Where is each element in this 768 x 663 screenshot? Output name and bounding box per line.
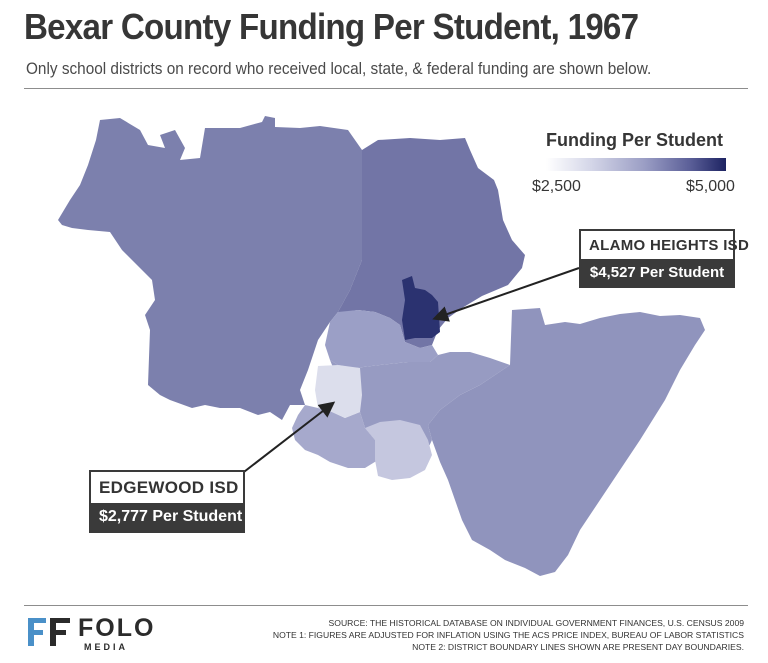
alamo-heights-name: ALAMO HEIGHTS ISD — [589, 237, 750, 254]
edgewood-name: EDGEWOOD ISD — [99, 478, 239, 497]
footer-divider — [24, 605, 748, 606]
legend-min-label: $2,500 — [532, 178, 581, 195]
legend-max-label: $5,000 — [686, 178, 735, 195]
source-note: SOURCE: THE HISTORICAL DATABASE ON INDIV… — [328, 618, 744, 628]
district-south-light — [365, 420, 432, 480]
district-northwest — [58, 116, 362, 420]
district-north-central — [338, 138, 525, 348]
district-alamo-heights — [402, 276, 440, 340]
district-southeast — [428, 308, 705, 576]
note-2: NOTE 2: DISTRICT BOUNDARY LINES SHOWN AR… — [412, 642, 744, 652]
district-central-upper — [325, 310, 438, 368]
legend-title: Funding Per Student — [546, 130, 723, 150]
page-subtitle: Only school districts on record who rece… — [26, 60, 652, 78]
alamo-heights-value: $4,527 Per Student — [581, 259, 733, 286]
legend-gradient-bar — [546, 158, 726, 171]
logo-text-sub: MEDIA — [84, 642, 128, 652]
logo-text-main: FOLO — [78, 614, 156, 642]
district-map — [58, 116, 705, 576]
page-title: Bexar County Funding Per Student, 1967 — [24, 6, 639, 47]
note-1: NOTE 1: FIGURES ARE ADJUSTED FOR INFLATI… — [272, 630, 744, 640]
edgewood-arrow — [239, 401, 336, 476]
edgewood-value: $2,777 Per Student — [91, 503, 243, 531]
folo-logo-icon — [28, 618, 70, 646]
alamo-heights-callout: ALAMO HEIGHTS ISD $4,527 Per Student — [579, 229, 750, 288]
header-divider — [24, 88, 748, 89]
district-southwest — [292, 405, 378, 468]
footnotes: SOURCE: THE HISTORICAL DATABASE ON INDIV… — [273, 617, 744, 653]
edgewood-callout: EDGEWOOD ISD $2,777 Per Student — [89, 470, 245, 533]
alamo-heights-arrow — [432, 267, 580, 322]
